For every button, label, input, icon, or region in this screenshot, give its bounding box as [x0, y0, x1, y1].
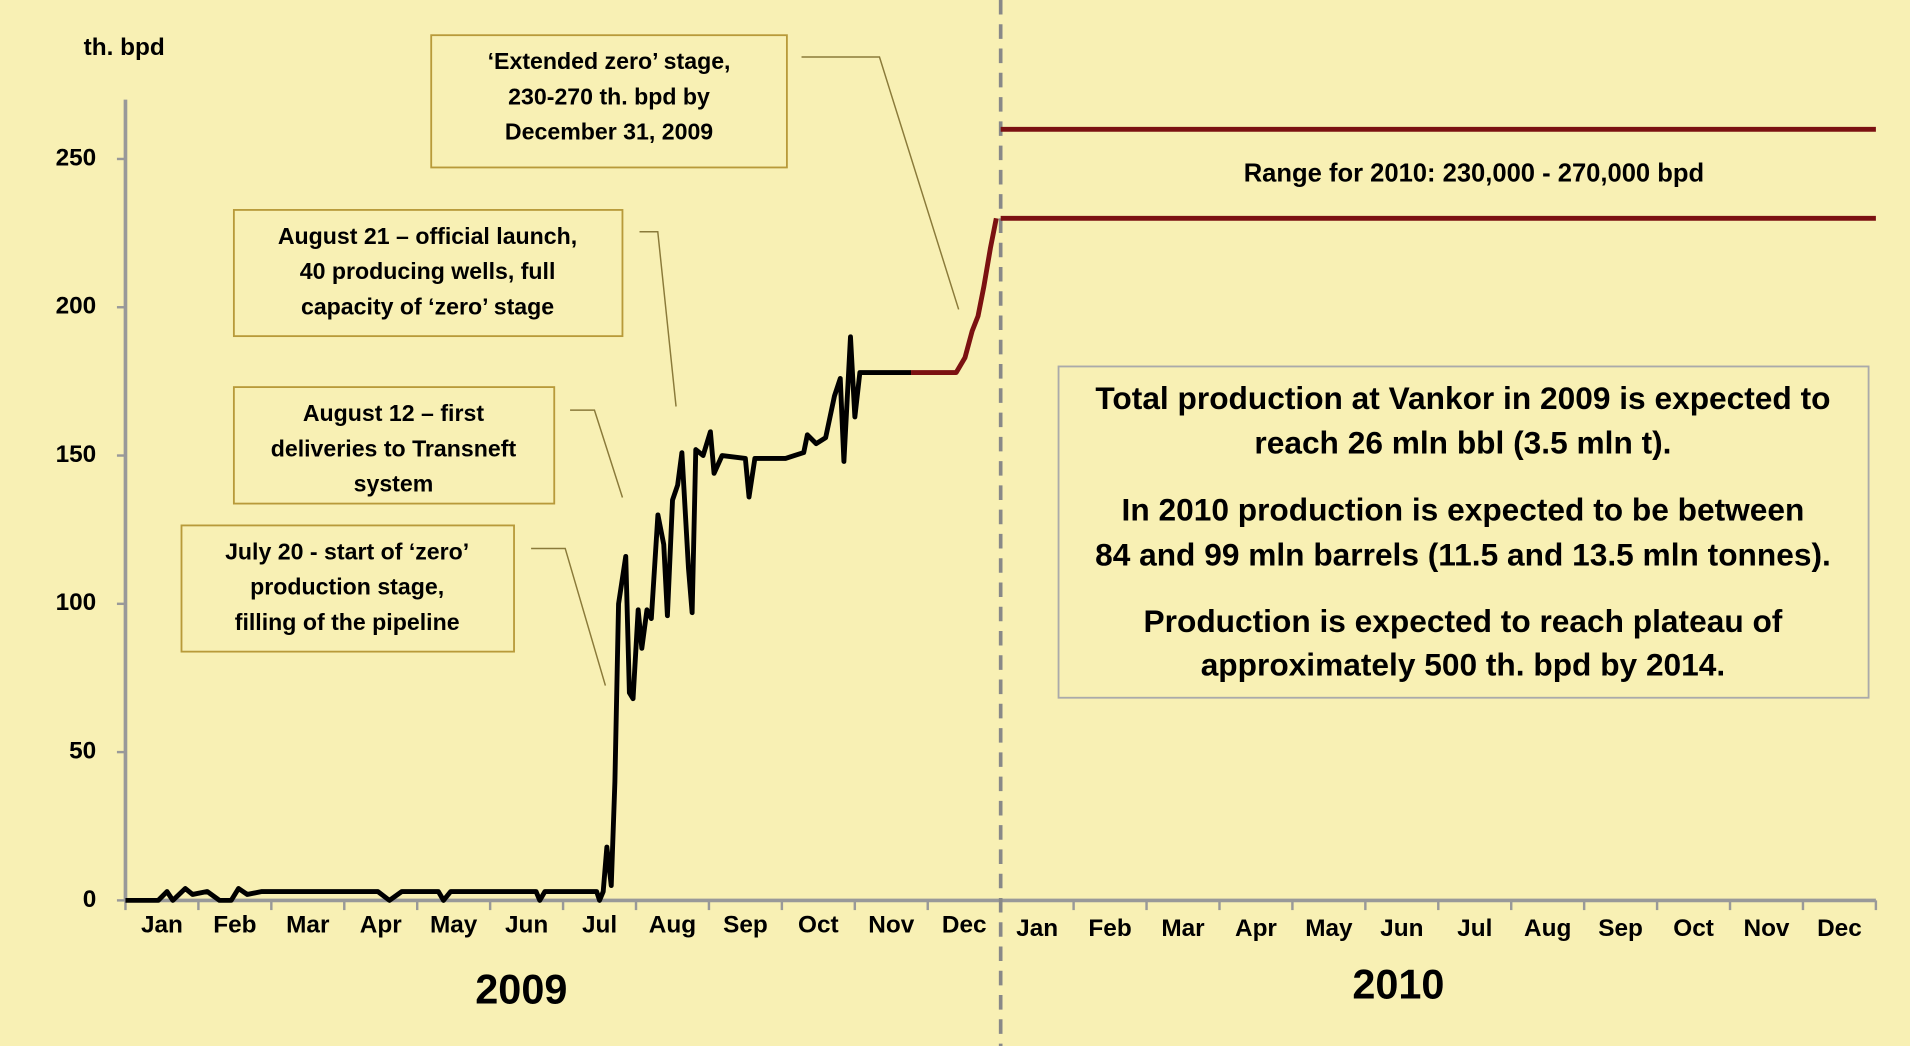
- info-text: Production is expected to reach plateau …: [1144, 603, 1783, 639]
- y-tick-label: 50: [69, 738, 96, 765]
- info-box: [1057, 365, 1870, 699]
- x-tick-label: Jan: [1016, 915, 1058, 942]
- annotation-box: [232, 386, 556, 505]
- x-tick-label: Apr: [360, 911, 402, 938]
- series-line: [125, 334, 912, 903]
- annotation-text: December 31, 2009: [505, 119, 713, 145]
- y-tick-label: 250: [56, 144, 97, 171]
- annotation-text: 40 producing wells, full: [300, 258, 556, 284]
- x-tick-label: Jun: [505, 911, 548, 938]
- x-tick-label: Mar: [1161, 915, 1205, 942]
- annotation-text: deliveries to Transneft: [271, 435, 517, 461]
- x-tick-label: Feb: [213, 911, 256, 938]
- x-tick-label: May: [430, 911, 478, 938]
- x-tick-label: Aug: [649, 911, 696, 938]
- annotation-text: capacity of ‘zero’ stage: [301, 293, 554, 319]
- annotation-text: filling of the pipeline: [235, 609, 460, 635]
- y-tick-label: 200: [56, 293, 97, 320]
- year-label: 2010: [1352, 962, 1444, 1008]
- x-tick-label: Jun: [1380, 915, 1423, 942]
- x-tick-label: Oct: [1673, 915, 1714, 942]
- annotation-text: production stage,: [250, 574, 444, 600]
- annotation-box: [180, 524, 515, 653]
- annotation-leader: [531, 547, 607, 686]
- range-label: Range for 2010: 230,000 - 270,000 bpd: [1244, 160, 1704, 188]
- y-axis-label: th. bpd: [84, 34, 165, 61]
- annotation-leader: [639, 231, 677, 407]
- annotation-text: August 12 – first: [303, 400, 484, 426]
- series-line: [911, 217, 999, 375]
- info-text: In 2010 production is expected to be bet…: [1122, 491, 1805, 527]
- x-tick-label: Apr: [1235, 915, 1277, 942]
- x-tick-label: Feb: [1088, 915, 1131, 942]
- annotation-text: August 21 – official launch,: [278, 223, 577, 249]
- info-text: reach 26 mln bbl (3.5 mln t).: [1254, 425, 1671, 461]
- x-tick-label: May: [1305, 915, 1353, 942]
- year-label: 2009: [475, 967, 567, 1013]
- x-tick-label: Sep: [1598, 915, 1643, 942]
- info-text: 84 and 99 mln barrels (11.5 and 13.5 mln…: [1095, 536, 1831, 572]
- x-tick-label: Oct: [798, 911, 839, 938]
- y-tick-label: 0: [83, 886, 97, 913]
- x-tick-label: Dec: [1817, 915, 1862, 942]
- x-tick-label: Mar: [286, 911, 330, 938]
- x-tick-label: Jul: [1457, 915, 1492, 942]
- x-tick-label: Jan: [141, 911, 183, 938]
- annotation-text: 230-270 th. bpd by: [508, 83, 710, 109]
- annotation-text: July 20 - start of ‘zero’: [225, 538, 469, 564]
- x-tick-label: Nov: [868, 911, 914, 938]
- info-text: Total production at Vankor in 2009 is ex…: [1095, 380, 1830, 416]
- annotation-text: system: [354, 471, 434, 497]
- annotation-leader: [570, 409, 624, 498]
- annotation-box: [232, 209, 624, 338]
- x-tick-label: Aug: [1524, 915, 1571, 942]
- y-tick-label: 150: [56, 441, 97, 468]
- annotation-box: [430, 34, 788, 169]
- y-tick-label: 100: [56, 589, 97, 616]
- annotation-text: ‘Extended zero’ stage,: [488, 48, 731, 74]
- info-text: approximately 500 th. bpd by 2014.: [1201, 647, 1726, 683]
- annotation-leader: [801, 56, 960, 310]
- x-tick-label: Nov: [1743, 915, 1789, 942]
- x-tick-label: Sep: [723, 911, 768, 938]
- x-tick-label: Dec: [942, 911, 987, 938]
- x-tick-label: Jul: [582, 911, 617, 938]
